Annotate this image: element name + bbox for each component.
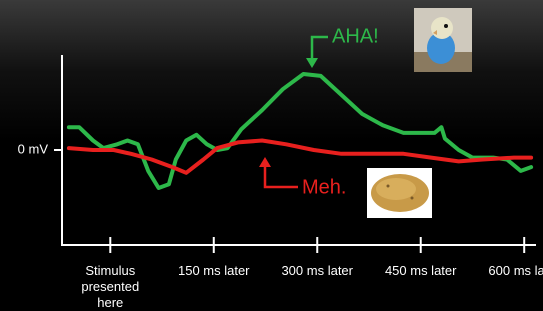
potato-image: [367, 168, 432, 218]
series-line: [69, 74, 531, 188]
slide: 0 mV AHA! Meh. Stimulus presented here 150 …: [0, 0, 543, 311]
aha-arrow: [312, 37, 328, 60]
meh-arrow: [265, 165, 298, 187]
x-tick-label: 300 ms later: [281, 263, 353, 279]
budgie-image: [414, 8, 472, 72]
series-annotation: AHA!: [332, 25, 379, 47]
y-tick-label: 0 mV: [18, 141, 49, 156]
x-tick-label: 150 ms later: [178, 263, 250, 279]
series-annotation: Meh.: [302, 176, 346, 198]
meh-arrowhead: [259, 157, 271, 167]
x-tick-label: 450 ms later: [385, 263, 457, 279]
x-tick-label: 600 ms later: [488, 263, 543, 279]
aha-arrowhead: [306, 58, 318, 68]
x-tick-label: Stimulus presented here: [74, 263, 146, 311]
